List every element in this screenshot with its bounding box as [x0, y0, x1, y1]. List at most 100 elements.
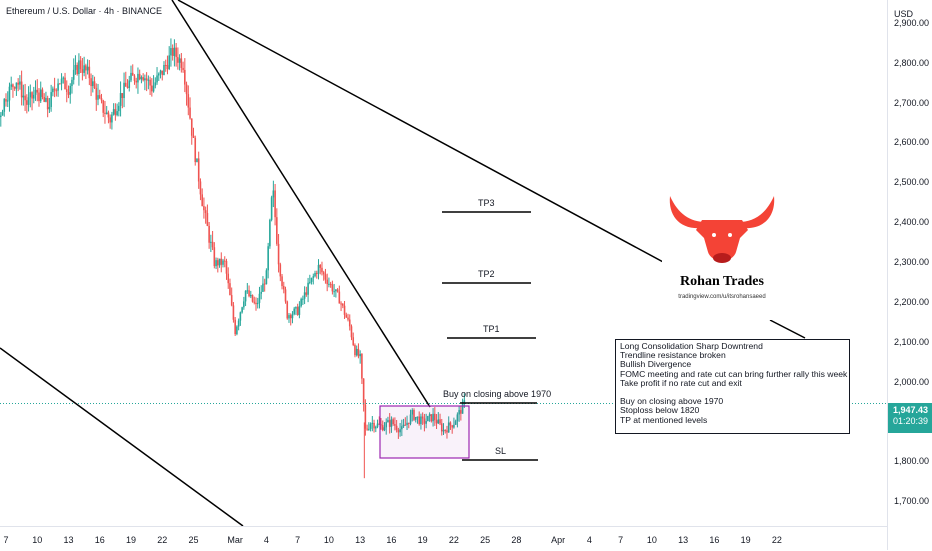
candle-body: [128, 80, 131, 88]
time-tick-label: 13: [678, 535, 689, 545]
trade-notes-box: Long Consolidation Sharp Downtrend Trend…: [615, 339, 850, 434]
candle-body: [418, 416, 420, 425]
candle-body: [241, 307, 243, 313]
candle-body: [333, 291, 335, 293]
candle-body: [258, 293, 261, 303]
time-tick-label: 7: [295, 535, 301, 545]
candle-body: [79, 60, 82, 70]
candle-body: [27, 97, 30, 105]
candle-body: [97, 95, 99, 100]
candle-body: [22, 95, 25, 98]
candle-body: [60, 78, 63, 84]
candle-body: [446, 430, 448, 433]
currency-label[interactable]: USD: [894, 9, 914, 19]
candle-body: [406, 422, 408, 425]
note-line: TP at mentioned levels: [620, 414, 708, 425]
candle-body: [31, 92, 33, 99]
price-tick-label: 1,700.00: [894, 496, 930, 507]
candle-body: [206, 213, 209, 226]
time-tick-label: Apr: [551, 535, 566, 545]
candle-body: [78, 60, 80, 75]
candle-body: [243, 301, 245, 308]
candle-body: [69, 86, 72, 95]
candle-body: [175, 47, 177, 58]
candle-body: [100, 98, 103, 101]
candle-body: [187, 94, 190, 108]
candle-body: [439, 419, 441, 424]
time-tick-label: 16: [94, 535, 105, 545]
candle-body: [355, 348, 358, 356]
tp3-label: TP3: [478, 198, 495, 208]
candle-body: [402, 424, 405, 427]
candle-body: [289, 315, 292, 319]
candle-body: [197, 158, 200, 182]
candle-body: [420, 416, 422, 425]
bull-icon: [669, 196, 775, 263]
candle-body: [265, 270, 268, 285]
candle-body: [251, 294, 254, 302]
candle-body: [48, 106, 51, 110]
candle-body: [279, 264, 282, 277]
candle-body: [26, 100, 28, 105]
candle-body: [39, 89, 42, 102]
candle-body: [81, 69, 84, 73]
candle-body: [295, 306, 297, 309]
candle-body: [222, 260, 224, 265]
time-tick-label: 10: [32, 535, 43, 545]
candle-body: [88, 66, 91, 79]
candle-body: [178, 58, 181, 63]
candle-body: [263, 283, 266, 285]
candle-body: [442, 429, 445, 432]
candle-body: [281, 276, 283, 287]
candle-body: [324, 274, 327, 280]
candle-body: [371, 422, 374, 424]
candle-body: [140, 77, 143, 80]
candle-body: [102, 100, 105, 113]
candle-body: [260, 291, 263, 294]
candle-body: [449, 422, 452, 426]
candle-body: [109, 117, 111, 123]
candle-body: [272, 190, 275, 198]
price-tick-label: 2,200.00: [894, 296, 930, 307]
candle-body: [93, 81, 96, 88]
candle-body: [416, 416, 419, 418]
price-tick-label: 2,700.00: [894, 97, 930, 108]
candle-body: [350, 326, 353, 338]
candle-body: [425, 421, 427, 424]
candle-body: [310, 277, 313, 282]
candle-body: [36, 89, 39, 93]
time-tick-label: 16: [386, 535, 397, 545]
candle-body: [138, 73, 141, 80]
candle-body: [53, 88, 56, 91]
symbol-header: Ethereum / U.S. Dollar · 4h · BINANCE: [6, 6, 163, 16]
candle-body: [270, 197, 273, 220]
candle-body: [461, 402, 464, 414]
candle-body: [218, 258, 221, 266]
time-tick-label: 13: [63, 535, 74, 545]
chart-area[interactable]: Ethereum / U.S. Dollar · 4h · BINANCE TP…: [0, 0, 887, 526]
candle-body: [454, 421, 457, 425]
price-tick-label: 1,800.00: [894, 456, 930, 467]
candle-body: [463, 400, 466, 403]
candle-body: [444, 429, 447, 431]
candle-body: [95, 87, 98, 100]
candle-body: [211, 241, 214, 248]
candle-body: [314, 272, 316, 277]
candle-body: [210, 241, 212, 243]
price-axis[interactable]: USD 2,900.00 2,800.00 2,700.00 2,600.00 2,50…: [887, 0, 932, 550]
candle-body: [409, 414, 412, 424]
candle-body: [234, 319, 236, 335]
candle-body: [114, 109, 117, 116]
time-axis[interactable]: 7 10 13 16 19 22 25 Mar 4 7 10 13 16 19 22 25 28 Apr 4 7 10 1…: [0, 526, 887, 551]
candle-body: [357, 348, 360, 357]
candle-body: [394, 424, 396, 426]
candle-body: [67, 91, 70, 95]
trendline-upper-ext: [769, 319, 806, 339]
candle-body: [322, 272, 325, 275]
candle-body: [151, 85, 153, 92]
price-chart[interactable]: [0, 0, 887, 526]
candle-body: [190, 118, 193, 136]
candle-body: [298, 306, 301, 315]
candle-body: [41, 89, 44, 97]
candle-body: [223, 260, 226, 262]
